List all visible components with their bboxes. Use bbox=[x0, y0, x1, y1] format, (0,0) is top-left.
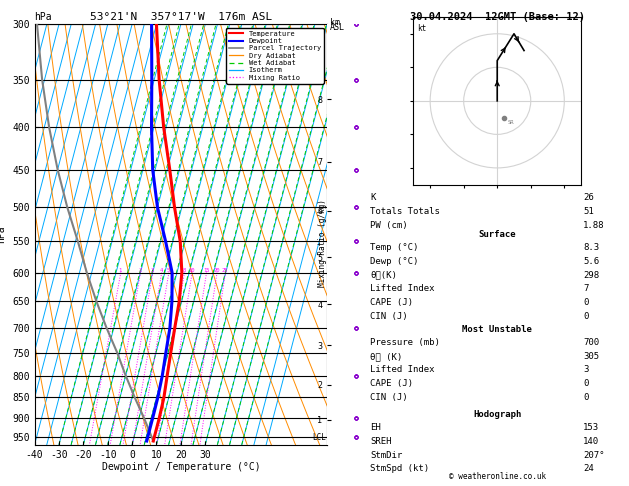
Text: 5.6: 5.6 bbox=[583, 257, 599, 266]
Text: 305: 305 bbox=[583, 352, 599, 361]
Y-axis label: hPa: hPa bbox=[0, 226, 6, 243]
Text: LCL: LCL bbox=[313, 433, 326, 442]
Text: 0: 0 bbox=[583, 379, 589, 388]
Text: 15: 15 bbox=[203, 268, 209, 274]
Text: 26: 26 bbox=[583, 193, 594, 203]
Text: Hodograph: Hodograph bbox=[473, 410, 521, 419]
Legend: Temperature, Dewpoint, Parcel Trajectory, Dry Adiabat, Wet Adiabat, Isotherm, Mi: Temperature, Dewpoint, Parcel Trajectory… bbox=[226, 28, 323, 84]
Text: 0: 0 bbox=[583, 393, 589, 402]
Text: 4: 4 bbox=[160, 268, 163, 274]
X-axis label: Dewpoint / Temperature (°C): Dewpoint / Temperature (°C) bbox=[101, 462, 260, 472]
Text: SR: SR bbox=[507, 121, 514, 125]
Text: Lifted Index: Lifted Index bbox=[370, 284, 435, 294]
Text: 2: 2 bbox=[138, 268, 142, 274]
Text: Surface: Surface bbox=[479, 230, 516, 239]
Text: 3: 3 bbox=[583, 365, 589, 375]
Text: CIN (J): CIN (J) bbox=[370, 312, 408, 321]
Text: 30.04.2024  12GMT (Base: 12): 30.04.2024 12GMT (Base: 12) bbox=[409, 12, 585, 22]
Text: 3: 3 bbox=[150, 268, 154, 274]
Text: 1: 1 bbox=[119, 268, 122, 274]
Text: 10: 10 bbox=[189, 268, 195, 274]
Text: Pressure (mb): Pressure (mb) bbox=[370, 338, 440, 347]
Text: CAPE (J): CAPE (J) bbox=[370, 298, 413, 307]
Text: CIN (J): CIN (J) bbox=[370, 393, 408, 402]
Text: 25: 25 bbox=[221, 268, 228, 274]
Text: Temp (°C): Temp (°C) bbox=[370, 243, 419, 253]
Text: 700: 700 bbox=[583, 338, 599, 347]
Text: Mixing Ratio (g/kg): Mixing Ratio (g/kg) bbox=[318, 199, 327, 287]
Text: Lifted Index: Lifted Index bbox=[370, 365, 435, 375]
Text: 7: 7 bbox=[583, 284, 589, 294]
Text: Totals Totals: Totals Totals bbox=[370, 207, 440, 216]
Text: 20: 20 bbox=[213, 268, 220, 274]
Text: 8.3: 8.3 bbox=[583, 243, 599, 253]
Text: kt: kt bbox=[417, 24, 426, 33]
Text: PW (cm): PW (cm) bbox=[370, 221, 408, 230]
Text: θᴇ(K): θᴇ(K) bbox=[370, 271, 398, 280]
Text: StmSpd (kt): StmSpd (kt) bbox=[370, 464, 430, 473]
Text: hPa: hPa bbox=[35, 12, 52, 22]
Text: 0: 0 bbox=[583, 298, 589, 307]
Text: km: km bbox=[330, 18, 340, 27]
Text: © weatheronline.co.uk: © weatheronline.co.uk bbox=[448, 472, 546, 481]
Text: 1.88: 1.88 bbox=[583, 221, 604, 230]
Title: 53°21'N  357°17'W  176m ASL: 53°21'N 357°17'W 176m ASL bbox=[90, 12, 272, 22]
Text: K: K bbox=[370, 193, 376, 203]
Text: EH: EH bbox=[370, 423, 381, 433]
Text: 298: 298 bbox=[583, 271, 599, 280]
Text: 8: 8 bbox=[182, 268, 186, 274]
Text: SREH: SREH bbox=[370, 437, 392, 446]
Text: 207°: 207° bbox=[583, 451, 604, 460]
Text: 0: 0 bbox=[583, 312, 589, 321]
Text: 140: 140 bbox=[583, 437, 599, 446]
Text: Dewp (°C): Dewp (°C) bbox=[370, 257, 419, 266]
Text: 153: 153 bbox=[583, 423, 599, 433]
Text: 5: 5 bbox=[167, 268, 170, 274]
Text: Most Unstable: Most Unstable bbox=[462, 325, 532, 334]
Text: ASL: ASL bbox=[330, 23, 345, 33]
Text: 51: 51 bbox=[583, 207, 594, 216]
Text: CAPE (J): CAPE (J) bbox=[370, 379, 413, 388]
Text: θᴇ (K): θᴇ (K) bbox=[370, 352, 403, 361]
Text: StmDir: StmDir bbox=[370, 451, 403, 460]
Text: 24: 24 bbox=[583, 464, 594, 473]
